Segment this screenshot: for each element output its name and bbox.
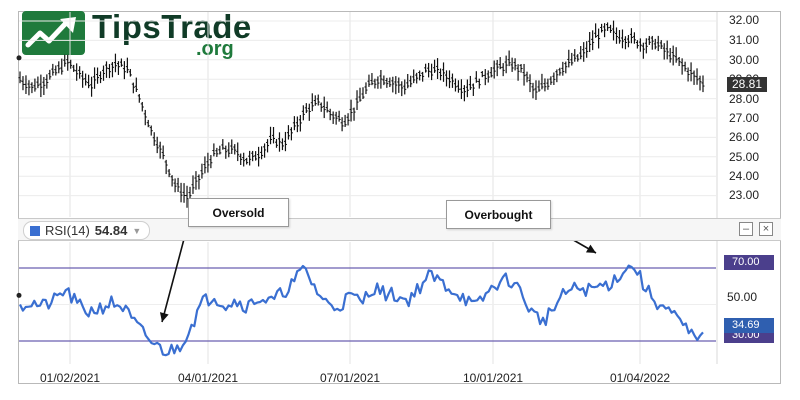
rsi-header-bar: RSI(14) 54.84 ▼ – × — [18, 218, 781, 241]
close-button[interactable]: × — [759, 222, 773, 236]
rsi-tick-50: 50.00 — [727, 290, 758, 304]
overbought-annotation: Overbought — [446, 200, 551, 229]
date-label: 01/04/2022 — [610, 371, 671, 385]
price-tick: 24.00 — [729, 169, 760, 183]
rsi-level-70-tag: 70.00 — [724, 255, 774, 270]
price-tick: 31.00 — [729, 33, 760, 47]
minimize-button[interactable]: – — [739, 222, 753, 236]
brand-name: TipsTrade — [92, 8, 252, 45]
price-tick: 28.00 — [729, 92, 760, 106]
rsi-current-tag: 34.69 — [724, 318, 774, 333]
last-price-tag: 28.81 — [727, 77, 767, 92]
price-tick: 25.00 — [729, 150, 760, 164]
chart-frame — [18, 11, 781, 384]
logo-badge — [22, 11, 85, 55]
price-tick: 27.00 — [729, 111, 760, 125]
rsi-marker-dot — [16, 292, 22, 298]
rsi-legend-dropdown[interactable]: RSI(14) 54.84 ▼ — [23, 221, 151, 240]
oversold-annotation: Oversold — [188, 198, 289, 227]
oversold-arrow-head — [159, 312, 169, 322]
rsi-legend-label: RSI(14) — [45, 223, 90, 238]
rsi-legend-value: 54.84 — [94, 223, 128, 238]
price-marker-dot — [16, 55, 22, 61]
date-label: 01/02/2021 — [40, 371, 101, 385]
price-tick: 32.00 — [729, 13, 760, 27]
price-tick: 26.00 — [729, 130, 760, 144]
date-label: 07/01/2021 — [320, 371, 381, 385]
chevron-down-icon: ▼ — [132, 225, 142, 236]
price-tick: 23.00 — [729, 188, 760, 202]
brand-logo: TipsTrade .org — [22, 8, 251, 60]
date-label: 04/01/2021 — [178, 371, 239, 385]
price-tick: 30.00 — [729, 53, 760, 67]
date-label: 10/01/2021 — [463, 371, 524, 385]
rsi-line — [19, 264, 704, 357]
brand-tld: .org — [196, 38, 234, 60]
rsi-color-swatch — [30, 225, 40, 236]
overbought-arrow-head — [585, 244, 596, 253]
